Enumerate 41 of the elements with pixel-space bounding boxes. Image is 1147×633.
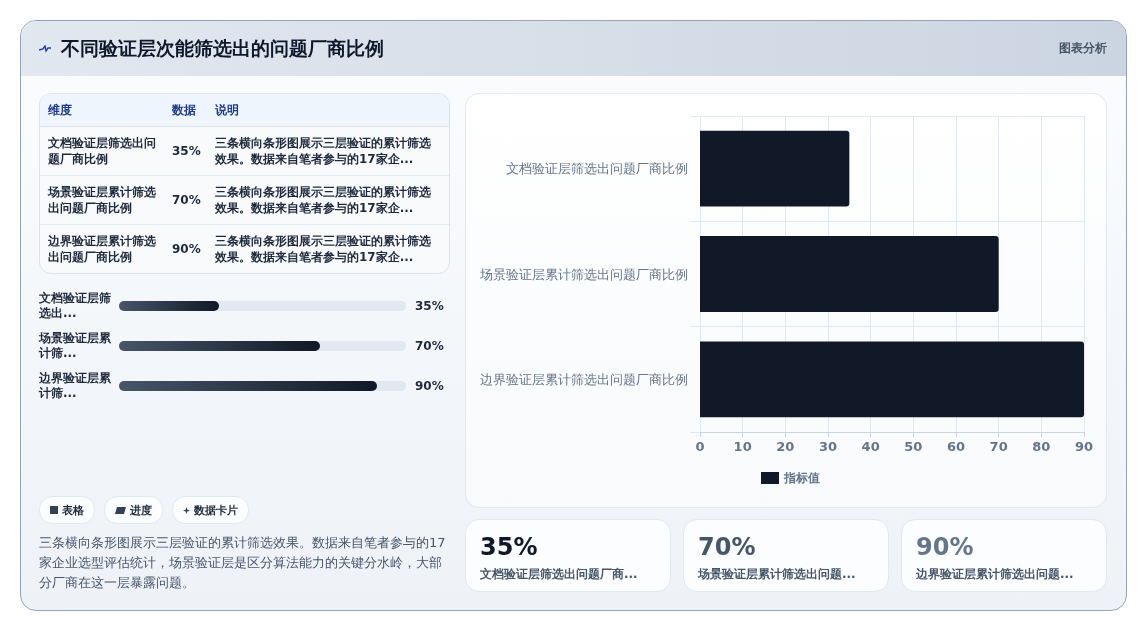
x-tick-label: 40 [861, 439, 880, 454]
data-label: 35% [415, 299, 444, 313]
x-tick-label: 60 [946, 439, 966, 454]
x-tick-label: 30 [818, 439, 838, 454]
text: 90% [916, 533, 974, 561]
y-tick-label: 场景验证层累计筛... [39, 331, 112, 361]
legend-label: 指标值 [783, 471, 820, 485]
text: 不同验证层次能筛选出的问题厂商比例 [61, 36, 384, 61]
text: 三条横向条形图展示三层验证的累计筛选效果。数据来自笔者参与的17家企... [214, 135, 432, 167]
x-tick-label: 70 [989, 439, 1008, 454]
y-tick-label: 边界验证层累计筛选出问题厂商比例 [480, 371, 688, 387]
text: 进度 [104, 496, 163, 524]
text: 90% [172, 242, 201, 256]
text: 图表分析 [1059, 40, 1107, 57]
x-tick-label: 10 [733, 439, 752, 454]
data-label: 90% [415, 379, 444, 393]
x-tick-label: 20 [776, 439, 795, 454]
x-tick-label: 50 [904, 439, 923, 454]
data-label: 70% [415, 339, 444, 353]
text: 三条横向条形图展示三层验证的累计筛选效果。数据来自笔者参与的17家企... [214, 184, 432, 216]
y-tick-label: 边界验证层累计筛... [39, 371, 112, 401]
text: 三条横向条形图展示三层验证的累计筛选效果。数据来自笔者参与的17家企业选型评估统计，场景验证层是区分算法能力的关键分水岭，大部分厂商在这一层暴露问题。 [39, 534, 447, 592]
text: 数据卡片 [172, 496, 249, 524]
text: 三条横向条形图展示三层验证的累计筛选效果。数据来自笔者参与的17家企... [214, 233, 432, 265]
category-label: 场景验证层累计筛选出问题... [698, 566, 857, 583]
x-tick-label: 0 [695, 439, 705, 454]
text: 35% [172, 144, 201, 158]
text: 数据 [171, 102, 197, 118]
text: 70% [698, 533, 756, 561]
y-tick-label: 场景验证层累计筛选出问题厂商比例 [479, 266, 688, 282]
text: 表格 [39, 496, 95, 524]
text: 维度 [47, 102, 73, 118]
x-tick-label: 80 [1032, 439, 1051, 454]
y-tick-label: 文档验证层筛选出... [39, 291, 112, 321]
x-tick-label: 90 [1074, 439, 1094, 454]
text: 说明 [214, 102, 240, 118]
text: 35% [480, 533, 538, 561]
text: 70% [172, 193, 201, 207]
category-label: 文档验证层筛选出问题厂商... [480, 566, 639, 583]
y-tick-label: 文档验证层筛选出问题厂商比例 [506, 161, 688, 177]
category-label: 边界验证层累计筛选出问题... [916, 566, 1075, 583]
